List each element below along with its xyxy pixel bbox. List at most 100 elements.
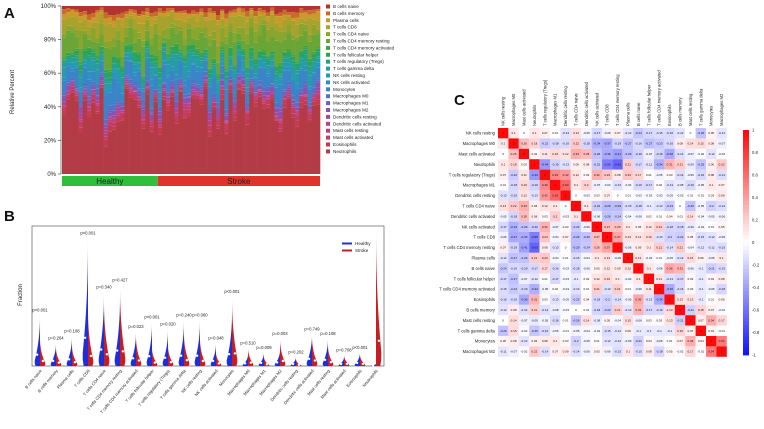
heatmap-value: -0.04 [593,329,600,333]
bar-segment [228,69,233,77]
heatmap-cell [643,169,654,180]
violin-healthy [210,342,216,366]
heatmap-cell [518,304,530,316]
legend-label: Plasma cells [333,18,359,23]
row-label: B cells memory [466,308,496,313]
median-dot [51,359,55,363]
bar-segment [303,54,308,62]
colorbar-step [743,227,749,232]
heatmap-cell [602,346,613,357]
bar-segment [107,69,113,72]
stacked-bar [290,6,296,174]
bar-segment [66,58,71,60]
bar-segment [261,50,267,52]
bar-segment [153,56,159,58]
bar-segment [286,6,292,13]
heatmap-value: 0.1 [647,266,652,270]
bar-segment [157,127,163,135]
heatmap-cell [518,242,530,253]
heatmap-cell [581,242,592,253]
heatmap-value: -0.27 [510,277,517,281]
bar-segment [107,105,113,111]
heatmap-value: -0.06 [635,214,642,218]
bar-segment [128,87,134,89]
bar-segment [91,94,96,99]
bar-segment [62,60,67,63]
bar-segment [128,6,134,10]
colorbar-step [743,340,749,345]
heatmap-cell [550,304,561,316]
bar-segment [295,83,300,89]
heatmap-value: 0.01 [500,183,506,187]
bar-segment [286,85,292,88]
row-label: T cells CD8 [473,235,495,240]
bar-segment [191,89,196,92]
bar-segment [136,68,142,72]
bar-segment [166,96,171,98]
bar-segment [103,133,109,137]
p-value: p=0.340 [96,284,112,289]
bar-segment [95,63,100,70]
heatmap-cell [643,190,654,201]
bar-segment [265,29,271,42]
heatmap-cell [612,263,623,274]
heatmap-cell [539,242,550,253]
bar-segment [203,6,208,13]
bar-segment [111,56,117,61]
bar-segment [124,76,129,78]
bar-segment [120,87,125,94]
median-dot [89,354,93,358]
p-value: p=0.749 [304,326,320,331]
stacked-bar [70,6,75,174]
bar-segment [111,60,117,64]
bar-segment [186,76,192,94]
stacked-bar [166,6,171,174]
p-value: p=0.003 [272,331,288,336]
heatmap-value: 0.27 [604,225,610,229]
heatmap-value: 0.2 [584,183,589,187]
bar-segment [207,73,213,79]
bar-segment [182,66,188,81]
bar-segment [111,6,117,16]
bar-segment [315,9,321,12]
bar-segment [91,84,96,87]
bar-segment [261,10,267,13]
heatmap-cell [633,138,644,149]
bar-segment [224,6,229,14]
bar-segment [290,78,296,82]
heatmap-value: 0.12 [573,173,579,177]
heatmap-cell [581,273,592,284]
bar-segment [149,55,154,58]
row-label: Macrophages M0 [463,141,496,146]
bar-segment [203,84,208,87]
heatmap-cell [529,180,540,191]
bar-segment [315,99,321,105]
colorbar-tick-label: 0.2 [752,218,758,223]
heatmap-value: 0.13 [573,131,579,135]
bar-segment [253,92,258,93]
heatmap-value: -0.05 [541,287,548,291]
bar-segment [240,60,246,69]
heatmap-cell [654,232,665,243]
heatmap-value: -0.01 [562,329,569,333]
bar-segment [199,95,204,97]
stacked-bar [116,6,121,174]
bar-segment [107,116,113,118]
heatmap-value: -0.05 [541,318,548,322]
bar-segment [274,16,279,23]
bar-segment [66,18,71,26]
bar-segment [274,40,279,66]
heatmap-cell [674,138,686,149]
bar-segment [182,38,188,45]
bar-segment [62,19,67,35]
colorbar-tick-label: -0.4 [752,285,760,290]
bar-segment [70,26,75,33]
bar-segment [99,23,104,35]
bar-segment [207,125,213,132]
colorbar-step [743,295,749,300]
bar-segment [132,64,138,73]
bar-segment [290,117,296,174]
median-dot [361,362,365,366]
colorbar-step [743,268,749,273]
bar-segment [265,41,271,56]
